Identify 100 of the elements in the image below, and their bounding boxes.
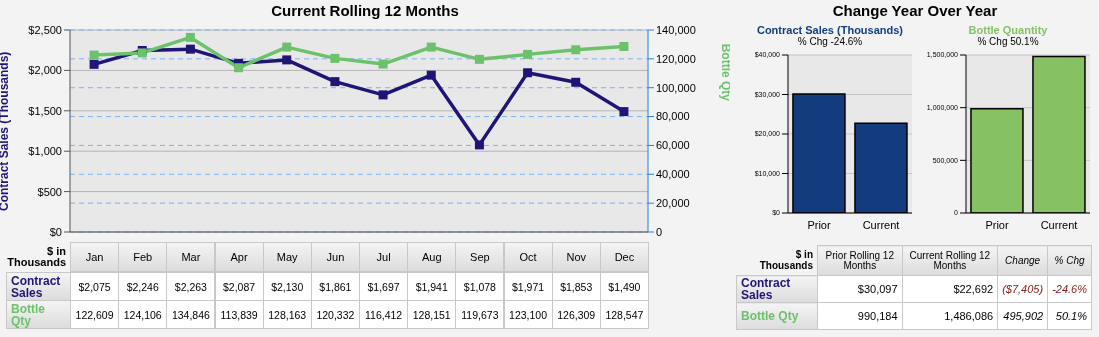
y2-tick-label: 0 bbox=[656, 225, 663, 238]
point bbox=[282, 55, 292, 65]
text: Prior Rolling 12 Months bbox=[817, 245, 903, 276]
text: 1,486,086 bbox=[902, 302, 998, 330]
category-label: Oct bbox=[519, 251, 537, 263]
chart-title: Bottle Quantity bbox=[967, 24, 1049, 36]
data-label: $1,697 bbox=[359, 272, 409, 301]
y-tick-label: $2,000 bbox=[28, 64, 62, 77]
data-label: $1,490 bbox=[599, 272, 649, 301]
category-label: Dec bbox=[614, 251, 635, 263]
data-label: 123,100 bbox=[503, 300, 553, 329]
point bbox=[426, 42, 436, 52]
y2-tick-label: 100,000 bbox=[656, 81, 696, 94]
y2-axis-title: Bottle Qty bbox=[718, 43, 733, 102]
text: Change bbox=[997, 245, 1048, 276]
data-label: $1,853 bbox=[551, 272, 601, 301]
text: 495,902 bbox=[997, 302, 1048, 330]
text: Contract Sales bbox=[736, 275, 818, 303]
x-tick-label: Current bbox=[1040, 218, 1078, 231]
category-label: Jun bbox=[326, 251, 345, 263]
chart-subtitle: % Chg -24.6% bbox=[796, 36, 863, 47]
text: $ in Thousands bbox=[6, 244, 67, 270]
data-label: 116,412 bbox=[359, 300, 409, 329]
data-label: $2,263 bbox=[166, 272, 216, 301]
text: Bottle Qty bbox=[736, 302, 818, 330]
data-label: $1,941 bbox=[407, 272, 457, 301]
text: Change Year Over Year bbox=[831, 2, 999, 19]
text: 990,184 bbox=[817, 302, 903, 330]
x-tick-label: Prior bbox=[807, 218, 831, 231]
x-tick-label: Current bbox=[862, 218, 900, 231]
point bbox=[185, 32, 195, 42]
data-label: $1,971 bbox=[503, 272, 553, 301]
data-label: 124,106 bbox=[118, 300, 168, 329]
text: Current Rolling 12 Months bbox=[902, 245, 998, 276]
text: $30,097 bbox=[817, 275, 903, 303]
chart-title: Contract Sales (Thousands) bbox=[755, 24, 905, 36]
text: 50.1% bbox=[1047, 302, 1092, 330]
point bbox=[234, 63, 244, 73]
category-label: Mar bbox=[181, 251, 201, 263]
point bbox=[330, 77, 340, 87]
y-tick-label: $500 bbox=[37, 185, 62, 198]
point bbox=[89, 59, 99, 69]
point bbox=[619, 107, 629, 117]
category-label: Nov bbox=[566, 251, 587, 263]
point bbox=[282, 42, 292, 52]
point bbox=[571, 45, 581, 55]
data-label: $2,075 bbox=[70, 272, 120, 301]
point bbox=[474, 140, 484, 150]
data-label: 134,846 bbox=[166, 300, 216, 329]
data-label: 120,332 bbox=[310, 300, 360, 329]
point bbox=[523, 49, 533, 59]
y-tick-label: $1,500 bbox=[28, 104, 62, 117]
y-tick-label: $1,000 bbox=[28, 145, 62, 158]
point bbox=[378, 59, 388, 69]
category-label: May bbox=[276, 251, 298, 263]
y2-tick-label: 80,000 bbox=[656, 110, 690, 123]
chart-subtitle: % Chg 50.1% bbox=[976, 36, 1039, 47]
data-label: 128,151 bbox=[407, 300, 457, 329]
point bbox=[378, 90, 388, 100]
point bbox=[571, 77, 581, 87]
text: Contract Sales bbox=[6, 272, 71, 301]
data-label: 126,309 bbox=[551, 300, 601, 329]
y-tick-label: $0 bbox=[49, 225, 62, 238]
x-tick-label: Prior bbox=[985, 218, 1009, 231]
data-label: 128,163 bbox=[262, 300, 312, 329]
point bbox=[426, 70, 436, 80]
text: % Chg bbox=[1047, 245, 1092, 276]
data-label: $2,246 bbox=[118, 272, 168, 301]
data-label: $2,087 bbox=[214, 272, 264, 301]
text: $ in Thousands bbox=[758, 248, 814, 274]
data-label: 113,839 bbox=[214, 300, 264, 329]
category-label: Jan bbox=[85, 251, 104, 263]
y2-tick-label: 140,000 bbox=[656, 23, 696, 36]
y-axis-title: Contract Sales (Thousands) bbox=[0, 51, 12, 211]
text: -24.6% bbox=[1047, 275, 1092, 303]
data-label: $1,861 bbox=[310, 272, 360, 301]
y2-tick-label: 60,000 bbox=[656, 139, 690, 152]
data-label: 119,673 bbox=[455, 300, 505, 329]
category-label: Jul bbox=[376, 251, 391, 263]
y2-tick-label: 40,000 bbox=[656, 168, 690, 181]
point bbox=[330, 53, 340, 63]
point bbox=[523, 68, 533, 78]
point bbox=[474, 54, 484, 64]
point bbox=[185, 44, 195, 54]
data-label: 122,609 bbox=[70, 300, 120, 329]
data-label: $1,078 bbox=[455, 272, 505, 301]
data-label: 128,547 bbox=[599, 300, 649, 329]
point bbox=[89, 50, 99, 60]
y-tick-label: $2,500 bbox=[28, 23, 62, 36]
category-label: Aug bbox=[421, 251, 442, 263]
y2-tick-label: 20,000 bbox=[656, 197, 690, 210]
category-label: Feb bbox=[133, 251, 153, 263]
y2-tick-label: 120,000 bbox=[656, 52, 696, 65]
chart-title: Current Rolling 12 Months bbox=[270, 2, 460, 19]
category-label: Apr bbox=[230, 251, 248, 263]
text: $22,692 bbox=[902, 275, 998, 303]
point bbox=[619, 42, 629, 52]
text: Bottle Qty bbox=[6, 300, 71, 329]
text: ($7,405) bbox=[997, 275, 1048, 303]
category-label: Sep bbox=[470, 251, 490, 263]
